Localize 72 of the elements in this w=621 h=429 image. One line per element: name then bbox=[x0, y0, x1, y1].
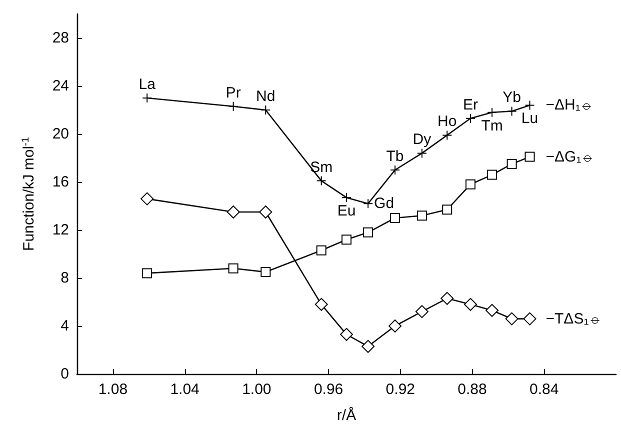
point bbox=[416, 210, 427, 221]
annotation: Sm bbox=[310, 158, 333, 176]
point bbox=[464, 298, 477, 311]
point bbox=[415, 305, 428, 318]
y-tick-label: 24 bbox=[52, 78, 69, 94]
point bbox=[142, 93, 152, 103]
annotation: Pr bbox=[226, 84, 241, 102]
point bbox=[226, 206, 240, 218]
point bbox=[390, 213, 400, 223]
point bbox=[362, 340, 375, 353]
point bbox=[340, 328, 353, 341]
y-tick-label: 8 bbox=[60, 270, 69, 286]
point bbox=[486, 304, 499, 317]
annotation: Ho bbox=[438, 113, 457, 130]
point bbox=[260, 267, 271, 277]
point bbox=[442, 130, 452, 140]
annotation: Eu bbox=[337, 202, 356, 220]
point bbox=[524, 100, 535, 110]
annotation: Tb bbox=[386, 148, 404, 165]
point bbox=[465, 113, 476, 124]
x-tick-label: 0.88 bbox=[458, 381, 487, 398]
point bbox=[142, 268, 152, 278]
point bbox=[505, 312, 518, 326]
point bbox=[314, 298, 328, 311]
point bbox=[506, 159, 517, 169]
point bbox=[260, 105, 271, 115]
annotation: Yb bbox=[502, 89, 521, 106]
x-tick-label: 0.84 bbox=[530, 381, 559, 398]
annotation: Nd bbox=[256, 88, 276, 105]
point bbox=[316, 245, 326, 256]
point bbox=[342, 234, 352, 245]
y-axis-title: Function/kJ mol-1 bbox=[20, 136, 38, 251]
series-label: −ΔG₁⦵ bbox=[546, 148, 594, 166]
x-tick-label: 0.96 bbox=[314, 381, 344, 398]
point bbox=[316, 176, 326, 186]
point bbox=[342, 192, 352, 203]
point bbox=[416, 148, 427, 158]
point bbox=[140, 192, 154, 206]
y-tick-label: 28 bbox=[52, 30, 69, 46]
point bbox=[487, 170, 498, 180]
y-tick-label: 4 bbox=[60, 318, 69, 334]
point bbox=[363, 198, 374, 209]
point bbox=[259, 206, 272, 218]
annotation: Gd bbox=[374, 195, 394, 212]
annotation: Lu bbox=[521, 110, 538, 128]
annotation: Tm bbox=[481, 117, 503, 134]
point bbox=[363, 227, 374, 238]
series-label: −ΔH₁⦵ bbox=[546, 96, 594, 114]
y-tick-label: 16 bbox=[52, 174, 69, 190]
series-label: −TΔS₁⦵ bbox=[546, 310, 602, 328]
y-tick-label: 0 bbox=[60, 366, 69, 382]
x-tick-label: 1.08 bbox=[98, 381, 128, 398]
point bbox=[465, 179, 476, 190]
point bbox=[442, 204, 452, 215]
x-tick-label: 1.04 bbox=[170, 381, 200, 398]
x-tick-label: 1.00 bbox=[242, 381, 272, 398]
point bbox=[388, 320, 402, 332]
y-tick-label: 12 bbox=[52, 222, 69, 238]
x-axis-title: r/Å bbox=[336, 406, 356, 424]
point bbox=[440, 292, 454, 305]
annotation: Dy bbox=[412, 131, 432, 148]
point bbox=[228, 101, 238, 112]
point bbox=[390, 165, 400, 175]
point bbox=[524, 152, 535, 162]
point bbox=[506, 106, 517, 116]
annotation: La bbox=[138, 76, 156, 93]
point bbox=[228, 263, 238, 274]
y-tick-label: 20 bbox=[52, 126, 69, 142]
point bbox=[487, 107, 498, 118]
x-tick-label: 0.92 bbox=[386, 381, 415, 398]
point bbox=[523, 312, 536, 326]
annotation: Er bbox=[462, 96, 478, 114]
